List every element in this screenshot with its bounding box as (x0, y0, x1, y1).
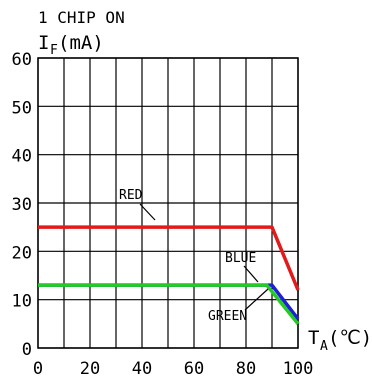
y-tick-label: 60 (12, 50, 32, 70)
grid (37, 57, 299, 349)
y-axis-label: I F (mA) (38, 32, 104, 58)
plot-border (37, 57, 299, 349)
x-axis-label-unit: (℃) (328, 327, 372, 349)
series-lines (38, 225, 300, 325)
x-axis-label-sub: A (320, 339, 328, 354)
annotations: RED BLUE GREEN (119, 188, 269, 324)
y-tick-label: 20 (12, 243, 32, 263)
series-line-green (38, 283, 300, 325)
x-tick-label: 60 (184, 359, 204, 379)
annotation-label-green: GREEN (208, 309, 247, 324)
y-axis-label-sub: F (50, 43, 58, 58)
series-line-red (38, 225, 300, 291)
annotation-label-blue: BLUE (225, 251, 256, 266)
annotation-leader-red (139, 203, 156, 221)
annotation-leader-blue (243, 265, 259, 283)
y-axis-label-main: I (38, 32, 49, 54)
y-tick-label: 10 (12, 292, 32, 312)
y-tick-label: 30 (12, 195, 32, 215)
y-tick-label: 40 (12, 147, 32, 167)
y-tick-label: 50 (12, 98, 32, 118)
chart-title: 1 CHIP ON (38, 8, 125, 27)
annotation-leader-green (244, 288, 269, 311)
x-tick-label: 40 (132, 359, 152, 379)
y-tick-label: 0 (22, 340, 32, 360)
x-axis-label-main: T (308, 327, 319, 349)
x-tick-label: 80 (236, 359, 256, 379)
x-tick-label: 100 (283, 359, 314, 379)
x-tick-label: 0 (33, 359, 43, 379)
x-axis-label: T A (℃) (308, 327, 372, 354)
annotation-label-red: RED (119, 188, 143, 203)
x-tick-label: 20 (80, 359, 100, 379)
tick-labels: 0 10 20 30 40 50 60 0 20 40 60 80 100 (12, 50, 314, 379)
y-axis-label-unit: (mA) (58, 32, 104, 54)
